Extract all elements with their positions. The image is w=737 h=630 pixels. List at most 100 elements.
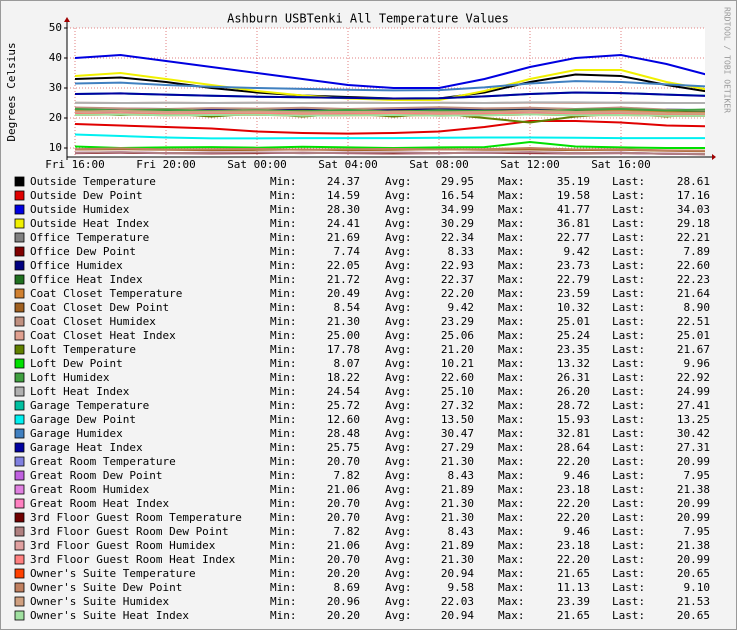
stat-label: Min: (270, 399, 297, 412)
legend-swatch (14, 372, 25, 383)
stat-value: 29.95 (441, 175, 474, 188)
stat-value: 17.16 (677, 189, 710, 202)
stat-value: 25.75 (327, 441, 360, 454)
legend-swatch (14, 400, 25, 411)
stat-value: 25.06 (441, 329, 474, 342)
stat-value: 25.01 (557, 315, 590, 328)
legend-label: Office Temperature (30, 231, 149, 244)
stat-value: 20.94 (441, 609, 474, 622)
y-tick-label: 50 (49, 21, 62, 34)
y-tick-label: 30 (49, 81, 62, 94)
stat-value: 28.64 (557, 441, 590, 454)
stat-label: Last: (612, 609, 645, 622)
stat-value: 21.38 (677, 483, 710, 496)
stat-value: 20.70 (327, 553, 360, 566)
stat-label: Last: (612, 217, 645, 230)
stat-label: Max: (498, 455, 525, 468)
stat-value: 7.82 (334, 469, 361, 482)
stat-value: 17.78 (327, 343, 360, 356)
stat-value: 26.31 (557, 371, 590, 384)
stat-label: Max: (498, 217, 525, 230)
stat-value: 21.30 (327, 315, 360, 328)
stat-value: 7.74 (334, 245, 361, 258)
stat-value: 34.03 (677, 203, 710, 216)
stat-value: 22.05 (327, 259, 360, 272)
stat-label: Last: (612, 497, 645, 510)
stat-value: 22.77 (557, 231, 590, 244)
x-tick-label: Sat 16:00 (591, 158, 651, 171)
stat-value: 10.32 (557, 301, 590, 314)
legend-label: Loft Temperature (30, 343, 136, 356)
stat-value: 20.96 (327, 595, 360, 608)
stat-value: 22.23 (677, 273, 710, 286)
stat-value: 21.65 (557, 567, 590, 580)
stat-label: Min: (270, 413, 297, 426)
legend-swatch (14, 218, 25, 229)
stat-value: 9.46 (564, 469, 591, 482)
legend-label: Office Humidex (30, 259, 123, 272)
stat-label: Min: (270, 301, 297, 314)
stat-label: Avg: (385, 259, 412, 272)
stat-label: Max: (498, 567, 525, 580)
stat-label: Min: (270, 203, 297, 216)
stat-value: 22.20 (441, 287, 474, 300)
series-line (74, 53, 705, 89)
legend-swatch (14, 484, 25, 495)
stat-value: 21.20 (441, 343, 474, 356)
stat-label: Max: (498, 413, 525, 426)
stat-value: 24.54 (327, 385, 360, 398)
stat-value: 23.73 (557, 259, 590, 272)
y-tick-label: 40 (49, 51, 62, 64)
stat-value: 27.41 (677, 399, 710, 412)
stat-label: Max: (498, 287, 525, 300)
stat-label: Min: (270, 189, 297, 202)
stat-label: Min: (270, 525, 297, 538)
stat-label: Max: (498, 329, 525, 342)
stat-label: Last: (612, 511, 645, 524)
stat-label: Avg: (385, 329, 412, 342)
legend-swatch (14, 470, 25, 481)
stat-label: Last: (612, 273, 645, 286)
stat-label: Avg: (385, 371, 412, 384)
series-line (74, 109, 705, 115)
stat-label: Avg: (385, 469, 412, 482)
stat-label: Min: (270, 567, 297, 580)
legend-swatch (14, 302, 25, 313)
legend-swatch (14, 246, 25, 257)
stat-value: 22.34 (441, 231, 474, 244)
stat-value: 9.10 (684, 581, 711, 594)
stat-value: 22.20 (557, 497, 590, 510)
stat-value: 22.92 (677, 371, 710, 384)
stat-label: Min: (270, 245, 297, 258)
legend-swatch (14, 596, 25, 607)
legend-label: Garage Humidex (30, 427, 123, 440)
stat-value: 20.65 (677, 609, 710, 622)
stat-value: 23.18 (557, 483, 590, 496)
stat-label: Avg: (385, 357, 412, 370)
stat-value: 22.20 (557, 511, 590, 524)
y-axis-label: Degrees Celsius (5, 42, 18, 141)
stat-value: 29.18 (677, 217, 710, 230)
stat-value: 26.20 (557, 385, 590, 398)
stat-label: Avg: (385, 581, 412, 594)
stat-label: Avg: (385, 231, 412, 244)
stat-value: 24.41 (327, 217, 360, 230)
stat-value: 21.64 (677, 287, 710, 300)
legend-swatch (14, 582, 25, 593)
stat-label: Min: (270, 553, 297, 566)
stat-label: Max: (498, 357, 525, 370)
legend-label: Great Room Humidex (30, 483, 150, 496)
legend-label: Office Dew Point (30, 245, 136, 258)
stat-value: 34.99 (441, 203, 474, 216)
series-line (74, 120, 705, 135)
y-tick-label: 20 (49, 111, 62, 124)
stat-value: 8.43 (448, 525, 475, 538)
stat-value: 22.79 (557, 273, 590, 286)
stat-value: 9.46 (564, 525, 591, 538)
stat-label: Last: (612, 231, 645, 244)
stat-label: Avg: (385, 301, 412, 314)
stat-value: 23.39 (557, 595, 590, 608)
stat-label: Min: (270, 343, 297, 356)
stat-value: 9.96 (684, 357, 711, 370)
stat-label: Max: (498, 483, 525, 496)
